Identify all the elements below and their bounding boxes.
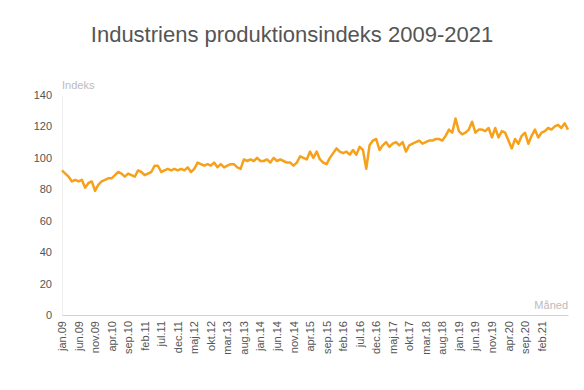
x-tick-label: mar.13 [221,321,233,355]
y-tick: 0 [46,309,62,321]
x-tick-label: jan.09 [56,321,68,352]
chart: Industriens produktionsindeks 2009-2021 I… [0,0,584,390]
x-tick: okt.17 [403,315,415,351]
x-tick-label: sep.15 [321,321,333,354]
x-tick-label: aug.18 [436,321,448,355]
x-tick-label: apr.15 [304,321,316,352]
x-tick: apr.20 [502,315,514,352]
y-axis: 0 20 40 60 80 100 120 140 [34,89,63,321]
x-tick: nov.09 [89,315,101,353]
x-tick-label: maj.17 [387,321,399,354]
y-tick: 120 [34,120,62,132]
y-axis-title: Indeks [62,79,95,91]
x-axis-line [63,315,569,316]
x-tick-label: nov.19 [486,321,498,353]
x-axis: jan.09 jun.09 nov.09 apr.10 sep.10 feb.11 jul.… [56,315,568,355]
x-tick: jun.09 [73,315,85,352]
x-tick: feb.11 [139,315,151,351]
x-tick: sep.15 [321,315,333,354]
x-tick-label: maj.12 [188,321,200,354]
x-tick: dec.11 [172,315,184,353]
x-tick-label: jun.14 [271,321,283,352]
x-tick-label: feb.16 [337,321,349,352]
y-tick-label: 60 [40,215,52,227]
x-tick: aug.13 [238,315,250,355]
x-tick: jul.16 [354,315,366,348]
x-tick: sep.10 [122,315,134,354]
y-tick: 140 [34,89,62,101]
x-tick: jun.19 [469,315,481,352]
y-tick: 100 [34,152,62,164]
x-tick: jan.14 [254,315,266,352]
x-tick-label: dec.11 [172,321,184,353]
x-tick-label: mar.18 [420,321,432,355]
line [62,119,568,191]
y-tick-label: 140 [34,89,52,101]
y-tick-label: 0 [46,309,52,321]
x-tick-label: sep.10 [122,321,134,354]
x-tick-label: jun.19 [469,321,481,352]
x-tick: sep.20 [519,315,531,354]
y-tick-label: 40 [40,246,52,258]
x-tick-label: okt.12 [205,321,217,351]
x-tick-label: sep.20 [519,321,531,354]
title: Industriens produktionsindeks 2009-2021 [91,22,493,47]
x-tick: nov.19 [486,315,498,353]
y-tick-label: 100 [34,152,52,164]
x-tick: apr.15 [304,315,316,352]
x-tick: feb.16 [337,315,349,352]
x-tick: maj.12 [188,315,200,354]
y-axis-line [62,96,63,316]
x-tick: mar.13 [221,315,233,355]
x-axis-title: Måned [534,299,568,311]
x-tick-label: nov.14 [288,321,300,353]
x-tick-label: apr.10 [106,321,118,352]
y-tick-label: 20 [40,278,52,290]
x-tick: jun.14 [271,315,283,352]
y-tick-label: 120 [34,120,52,132]
x-tick: okt.12 [205,315,217,351]
plot-area [62,119,568,191]
x-tick-label: jul.16 [354,321,366,348]
x-tick: feb.21 [536,315,548,352]
x-tick: jul.11 [155,315,167,347]
x-tick: jan.09 [56,315,68,352]
x-tick-label: jan.14 [254,321,266,352]
x-tick: jan.19 [453,315,465,352]
x-tick-label: okt.17 [403,321,415,351]
x-tick: mar.18 [420,315,432,355]
x-tick-label: dec.16 [370,321,382,354]
x-tick-label: feb.11 [139,321,151,351]
x-tick-label: feb.21 [536,321,548,352]
y-tick: 60 [40,215,62,227]
x-tick: dec.16 [370,315,382,354]
x-tick-label: nov.09 [89,321,101,353]
y-tick: 40 [40,246,62,258]
x-tick-label: jul.11 [155,321,167,347]
x-tick: maj.17 [387,315,399,354]
x-tick: nov.14 [288,315,300,353]
x-tick-label: jun.09 [73,321,85,352]
x-tick: apr.10 [106,315,118,352]
y-tick: 20 [40,278,62,290]
y-tick: 80 [40,183,62,195]
x-tick-label: jan.19 [453,321,465,352]
x-tick: aug.18 [436,315,448,355]
y-tick-label: 80 [40,183,52,195]
x-tick-label: apr.20 [502,321,514,352]
x-tick-label: aug.13 [238,321,250,355]
